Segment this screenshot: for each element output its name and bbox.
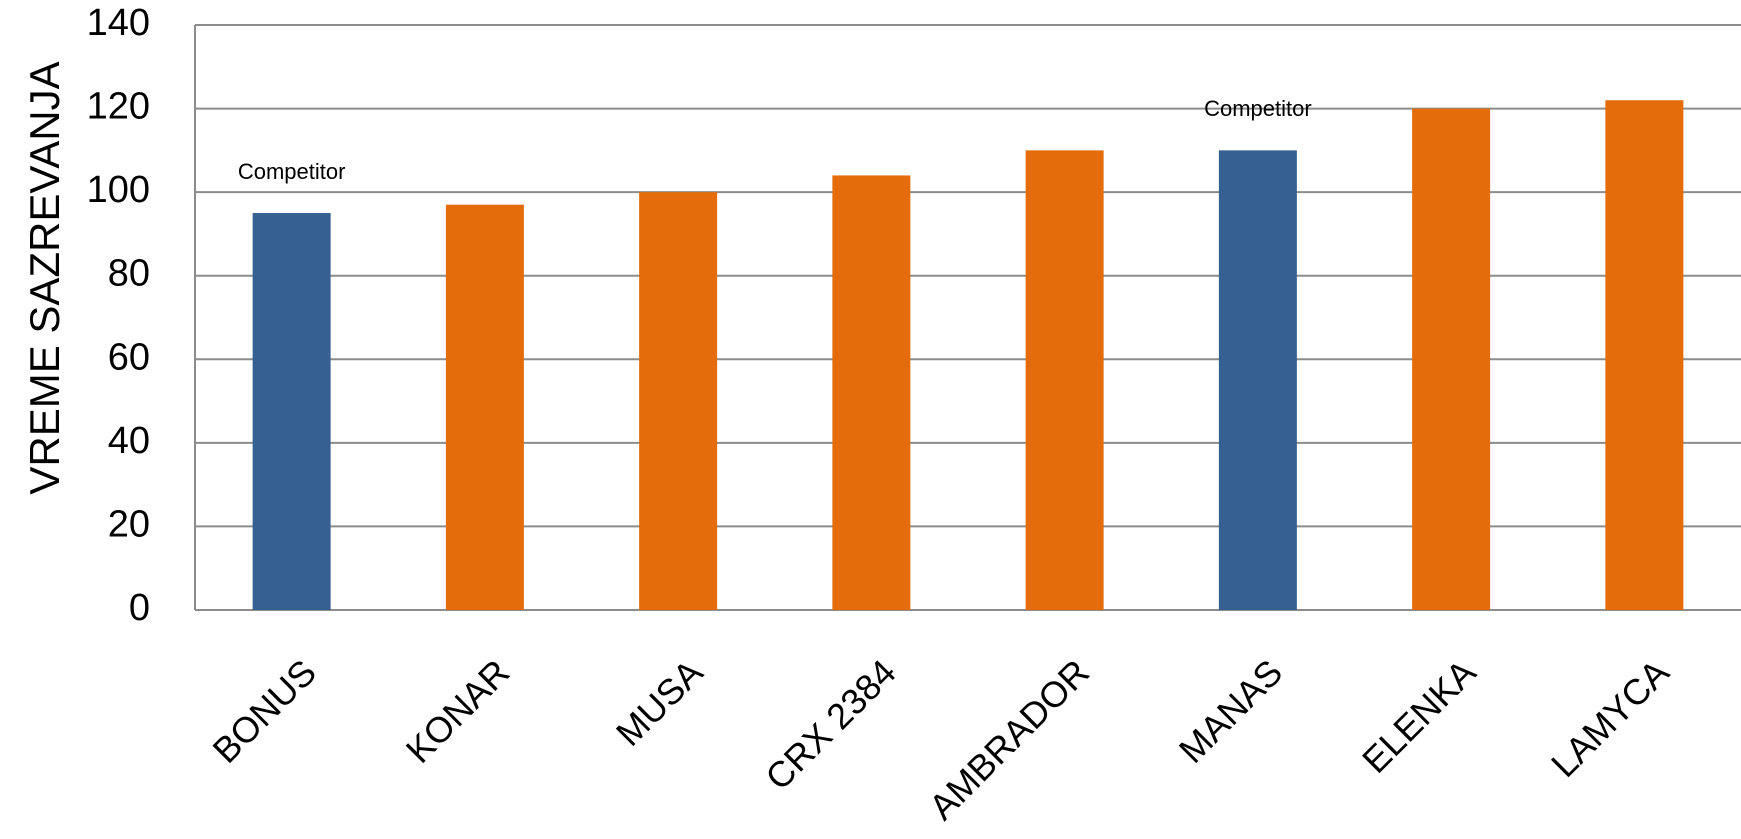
x-category-label: KONAR (398, 651, 518, 771)
y-axis-title: VREME SAZREVANJA (21, 61, 68, 494)
x-category-label: MANAS (1171, 651, 1291, 771)
y-tick-labels: 0 20 40 60 80 100 120 140 (87, 2, 150, 629)
bars (252, 100, 1684, 611)
bar-elenka (1412, 108, 1491, 611)
y-tick-label: 100 (87, 169, 150, 211)
bar-lamyca (1605, 100, 1684, 610)
gridlines (194, 24, 1741, 611)
bar-bonus (252, 213, 331, 611)
x-category-label: AMBRADOR (921, 651, 1097, 827)
y-tick-label: 120 (87, 86, 150, 128)
annotation-competitor: Competitor (1204, 96, 1312, 121)
annotations: Competitor Competitor (238, 96, 1312, 184)
x-category-label: MUSA (608, 651, 711, 754)
bar-manas (1218, 150, 1297, 610)
y-tick-label: 20 (108, 503, 150, 545)
bar-konar (445, 204, 524, 610)
y-tick-label: 40 (108, 420, 150, 462)
y-tick-label: 0 (129, 587, 150, 629)
x-category-label: CRX 2384 (757, 651, 903, 797)
annotation-competitor: Competitor (238, 159, 346, 184)
y-tick-label: 80 (108, 253, 150, 295)
x-category-labels: BONUS KONAR MUSA CRX 2384 AMBRADOR MANAS ELENK… (204, 651, 1676, 827)
x-category-label: BONUS (204, 651, 324, 771)
y-tick-label: 60 (108, 336, 150, 378)
bar-crx-2384 (832, 175, 911, 610)
x-category-label: ELENKA (1354, 651, 1483, 780)
x-category-label: LAMYCA (1543, 651, 1677, 785)
bar-musa (639, 192, 718, 610)
y-tick-label: 140 (87, 2, 150, 44)
bar-ambrador (1025, 150, 1104, 610)
